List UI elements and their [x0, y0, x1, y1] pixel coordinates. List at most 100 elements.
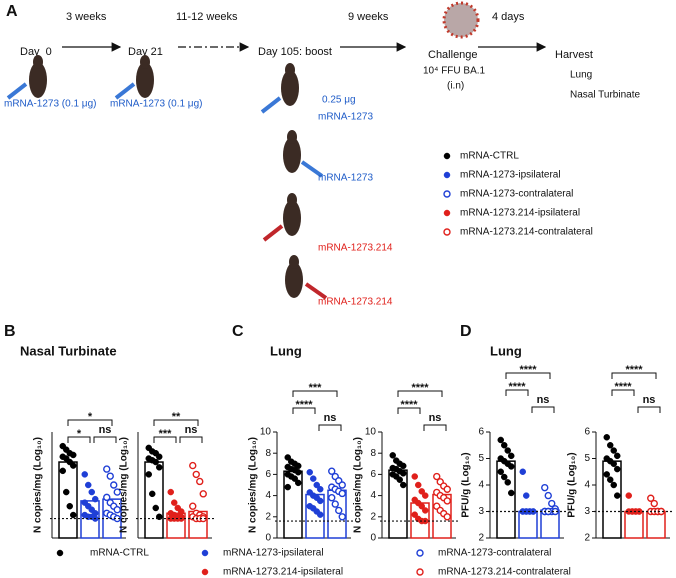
legend-label: mRNA-1273.214-ipsilateral	[460, 208, 580, 219]
data-point	[317, 497, 324, 505]
significance-label: ns	[185, 424, 198, 436]
significance-label: ns	[324, 412, 337, 424]
data-point	[647, 494, 655, 502]
y-tick-label: 2	[370, 511, 376, 522]
data-point	[607, 442, 614, 449]
data-point	[284, 483, 291, 491]
legend-marker	[443, 152, 451, 160]
challenge: 10⁴ FFU BA.1	[423, 66, 486, 77]
significance-label: ****	[508, 381, 526, 393]
significance-bracket	[423, 424, 447, 431]
data-point	[433, 472, 441, 481]
data-point	[291, 475, 298, 482]
mouse	[281, 63, 299, 106]
dose-label: mRNA-1273.214	[318, 297, 393, 308]
significance-label: ***	[309, 382, 323, 394]
y-tick-label: 10	[365, 427, 377, 438]
data-point	[59, 467, 66, 475]
syringe	[300, 160, 324, 178]
data-point	[156, 464, 163, 471]
data-point	[284, 454, 291, 461]
legend-label: mRNA-1273-ipsilateral	[460, 170, 561, 181]
significance-label: ns	[537, 394, 550, 406]
data-point	[110, 481, 118, 489]
legend-marker	[201, 568, 209, 576]
significance-label: ****	[625, 364, 643, 376]
significance-bracket	[318, 424, 342, 431]
data-point	[389, 452, 396, 459]
significance-bracket	[637, 406, 661, 413]
legend-marker	[443, 209, 451, 217]
data-point	[149, 490, 156, 498]
harvest: Lung	[570, 70, 592, 81]
significance-bracket	[397, 390, 443, 397]
data-point	[113, 506, 121, 514]
interval: 4 days	[492, 11, 525, 23]
significance-bracket	[292, 407, 316, 414]
timepoint: Day 0	[20, 46, 52, 58]
legend-label: mRNA-1273.214-ipsilateral	[223, 567, 343, 578]
dose-label: 0.25 μg	[322, 95, 356, 106]
harvest: Nasal Turbinate	[570, 90, 640, 101]
legend-marker	[416, 568, 424, 576]
legend-marker	[56, 549, 64, 557]
significance-label: ***	[159, 428, 173, 440]
significance-label: *	[77, 428, 82, 440]
significance-label: ****	[295, 399, 313, 411]
syringe	[304, 282, 328, 300]
data-point	[66, 502, 73, 510]
y-tick-label: 4	[478, 480, 484, 491]
significance-label: ns	[429, 412, 442, 424]
dose-label: mRNA-1273.214	[318, 243, 393, 254]
bar	[624, 510, 644, 539]
legend-label: mRNA-1273.214-contralateral	[438, 567, 571, 578]
data-point	[400, 481, 407, 489]
data-point	[92, 495, 99, 503]
dose-label: mRNA-1273 (0.1 μg)	[4, 99, 96, 110]
data-point	[335, 506, 343, 515]
data-point	[106, 472, 114, 480]
data-point	[156, 453, 163, 460]
y-tick-label: 10	[260, 427, 272, 438]
data-point	[603, 471, 610, 478]
y-tick-label: 6	[478, 427, 484, 438]
legend-marker	[201, 549, 209, 557]
syringe	[6, 82, 28, 100]
significance-bracket	[611, 372, 657, 379]
data-point	[508, 463, 515, 470]
legend-marker	[416, 549, 424, 557]
data-point	[103, 465, 111, 473]
timepoint: Day 21	[128, 46, 163, 58]
y-tick-label: 2	[584, 533, 590, 544]
data-point	[331, 500, 339, 508]
challenge: Challenge	[428, 49, 478, 61]
significance-bracket	[67, 436, 91, 443]
significance-label: ****	[411, 382, 429, 394]
data-point	[70, 511, 77, 519]
mouse	[29, 55, 47, 98]
data-point	[396, 476, 403, 483]
data-point	[113, 488, 121, 496]
data-point	[497, 468, 504, 475]
significance-label: ****	[400, 399, 418, 411]
panel-label: B	[4, 323, 16, 340]
mouse	[283, 193, 301, 236]
data-point	[610, 460, 617, 468]
data-point	[70, 451, 77, 459]
data-point	[338, 513, 346, 521]
data-point	[295, 462, 302, 470]
data-point	[418, 502, 425, 510]
data-point	[614, 492, 621, 499]
y-tick-label: 3	[584, 506, 590, 517]
significance-bracket	[611, 389, 635, 396]
data-point	[501, 473, 508, 481]
data-point	[196, 477, 204, 486]
mouse	[283, 130, 301, 173]
interval: 9 weeks	[348, 11, 389, 23]
significance-bracket	[153, 436, 177, 443]
y-axis-label: PFU/g (Log₁₀)	[461, 452, 472, 517]
data-point	[338, 481, 346, 489]
y-tick-label: 6	[370, 469, 376, 480]
y-tick-label: 8	[370, 448, 376, 459]
y-tick-label: 4	[584, 480, 590, 491]
